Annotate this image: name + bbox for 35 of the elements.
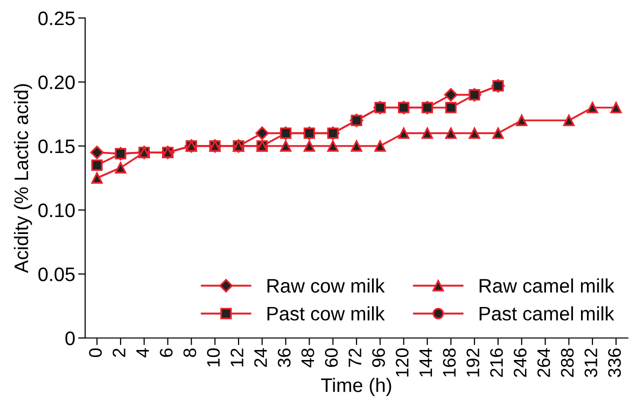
x-tick-label: 336: [608, 348, 621, 378]
legend-label: Past cow milk: [268, 306, 385, 321]
legend-label: Raw cow milk: [268, 278, 385, 293]
x-tick-label: 120: [396, 348, 409, 376]
x-tick-label: 4: [136, 348, 149, 358]
legend-label: Raw camel milk: [480, 278, 614, 293]
x-tick-label: 0: [89, 348, 102, 358]
x-tick-label: 72: [348, 348, 362, 367]
x-axis-title: Time (h): [321, 378, 392, 396]
y-tick-label: 0.25: [38, 11, 75, 26]
x-tick-label: 10: [207, 348, 220, 366]
y-tick-label: 0: [65, 331, 75, 346]
x-tick-label: 264: [537, 348, 550, 377]
x-tick-label: 168: [442, 348, 456, 376]
x-tick-label: 246: [514, 348, 527, 377]
x-tick-label: 12: [230, 348, 244, 366]
x-tick-label: 96: [372, 348, 385, 367]
y-axis-title: Acidity (% Lactic acid): [14, 84, 32, 274]
x-tick-label: 288: [560, 348, 574, 377]
x-tick-label: 60: [324, 348, 338, 367]
x-tick-label: 24: [254, 348, 267, 367]
x-tick-label: 48: [301, 348, 314, 368]
x-tick-label: 144: [420, 348, 432, 376]
x-tick-label: 312: [584, 348, 598, 378]
y-tick-label: 0.20: [38, 75, 75, 90]
y-tick-label: 0.05: [38, 267, 75, 282]
x-tick-label: 2: [112, 348, 126, 357]
x-tick-label: 216: [490, 348, 503, 377]
x-tick-label: 36: [278, 348, 291, 368]
y-tick-label: 0.15: [38, 139, 75, 154]
legend-label: Past camel milk: [480, 306, 614, 321]
x-tick-label: 8: [183, 348, 196, 357]
x-tick-label: 6: [160, 348, 173, 357]
y-tick-label: 0.10: [38, 203, 75, 218]
x-tick-label: 192: [466, 348, 480, 376]
